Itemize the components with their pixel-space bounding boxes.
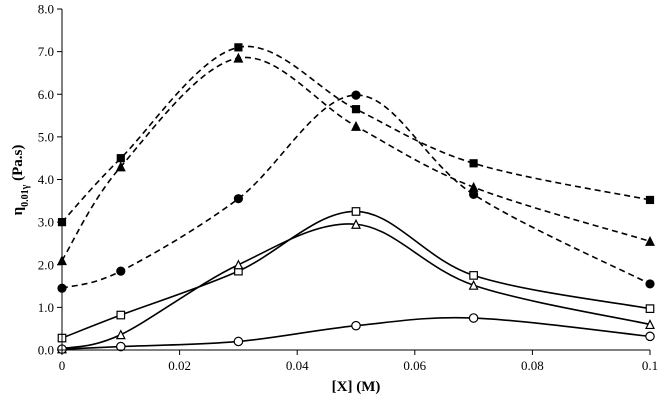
axes xyxy=(61,9,650,351)
x-tick-label: 0 xyxy=(59,358,66,373)
series-1-marker xyxy=(115,161,126,172)
series-5-marker xyxy=(116,341,126,352)
series-3-marker xyxy=(116,310,126,320)
series-2-marker xyxy=(469,189,479,200)
series-5-marker xyxy=(468,313,479,323)
series-3-marker xyxy=(645,304,655,314)
x-tick-label: 0.08 xyxy=(521,358,544,373)
x-tick-label: 0.1 xyxy=(642,358,658,373)
x-tick-label: 0.02 xyxy=(168,358,191,373)
series-2-marker xyxy=(233,194,243,204)
series-1 xyxy=(57,52,655,266)
x-tick-label: 0.04 xyxy=(286,358,309,373)
x-axis-title: [X] (M) xyxy=(332,379,381,395)
series-4-marker xyxy=(233,259,244,270)
y-tick-label: 8.0 xyxy=(38,2,54,17)
x-tick-label: 0.06 xyxy=(403,358,426,373)
y-axis-title: η0.01γ (Pa.s) xyxy=(10,145,31,216)
series-0-marker xyxy=(234,43,243,52)
series-4-line xyxy=(61,223,651,350)
y-tick-label: 4.0 xyxy=(38,172,54,187)
series-5-marker xyxy=(645,331,655,342)
series-0-marker xyxy=(645,195,655,205)
series-2-marker xyxy=(351,90,361,100)
series-2-marker xyxy=(116,266,126,276)
y-tick-label: 1.0 xyxy=(38,300,54,315)
y-axis-title-unit: (Pa.s) xyxy=(10,145,26,185)
series-1-marker xyxy=(645,235,655,246)
y-tick-label: 2.0 xyxy=(38,257,54,272)
series-1-line xyxy=(61,56,651,261)
series-0-line xyxy=(61,45,651,223)
y-tick-label: 5.0 xyxy=(38,129,54,144)
y-tick-label: 6.0 xyxy=(38,87,54,102)
series-5-marker xyxy=(233,336,244,347)
y-axis-title-subscript: 0.01γ xyxy=(20,184,31,207)
series-4-marker xyxy=(351,218,361,229)
series-3-line xyxy=(61,210,651,339)
series-3-marker xyxy=(351,207,361,216)
series-4-marker xyxy=(645,319,655,330)
series-0-marker xyxy=(116,154,125,163)
series-4-marker xyxy=(115,329,126,340)
series-0-marker xyxy=(351,105,361,114)
tick-layer: 0.0 1.0 2.0 3.0 4.0 5.0 6.0 7.0 8.0 0 0.02 0.04 0.06… xyxy=(38,2,658,374)
series-4-marker xyxy=(468,279,479,290)
series-1-marker xyxy=(233,52,244,63)
series-2-line xyxy=(61,94,651,289)
series-4 xyxy=(57,218,655,354)
series-0-marker xyxy=(469,159,478,168)
series-3-marker xyxy=(469,271,478,280)
y-tick-label: 7.0 xyxy=(38,44,54,59)
y-tick-label: 3.0 xyxy=(38,215,54,230)
series-1-marker xyxy=(351,120,361,131)
series-layer xyxy=(57,43,655,354)
y-tick-label: 0.0 xyxy=(38,343,54,358)
series-2-marker xyxy=(645,279,655,289)
y-axis-title-symbol: η xyxy=(10,207,26,216)
series-5-marker xyxy=(351,320,361,331)
